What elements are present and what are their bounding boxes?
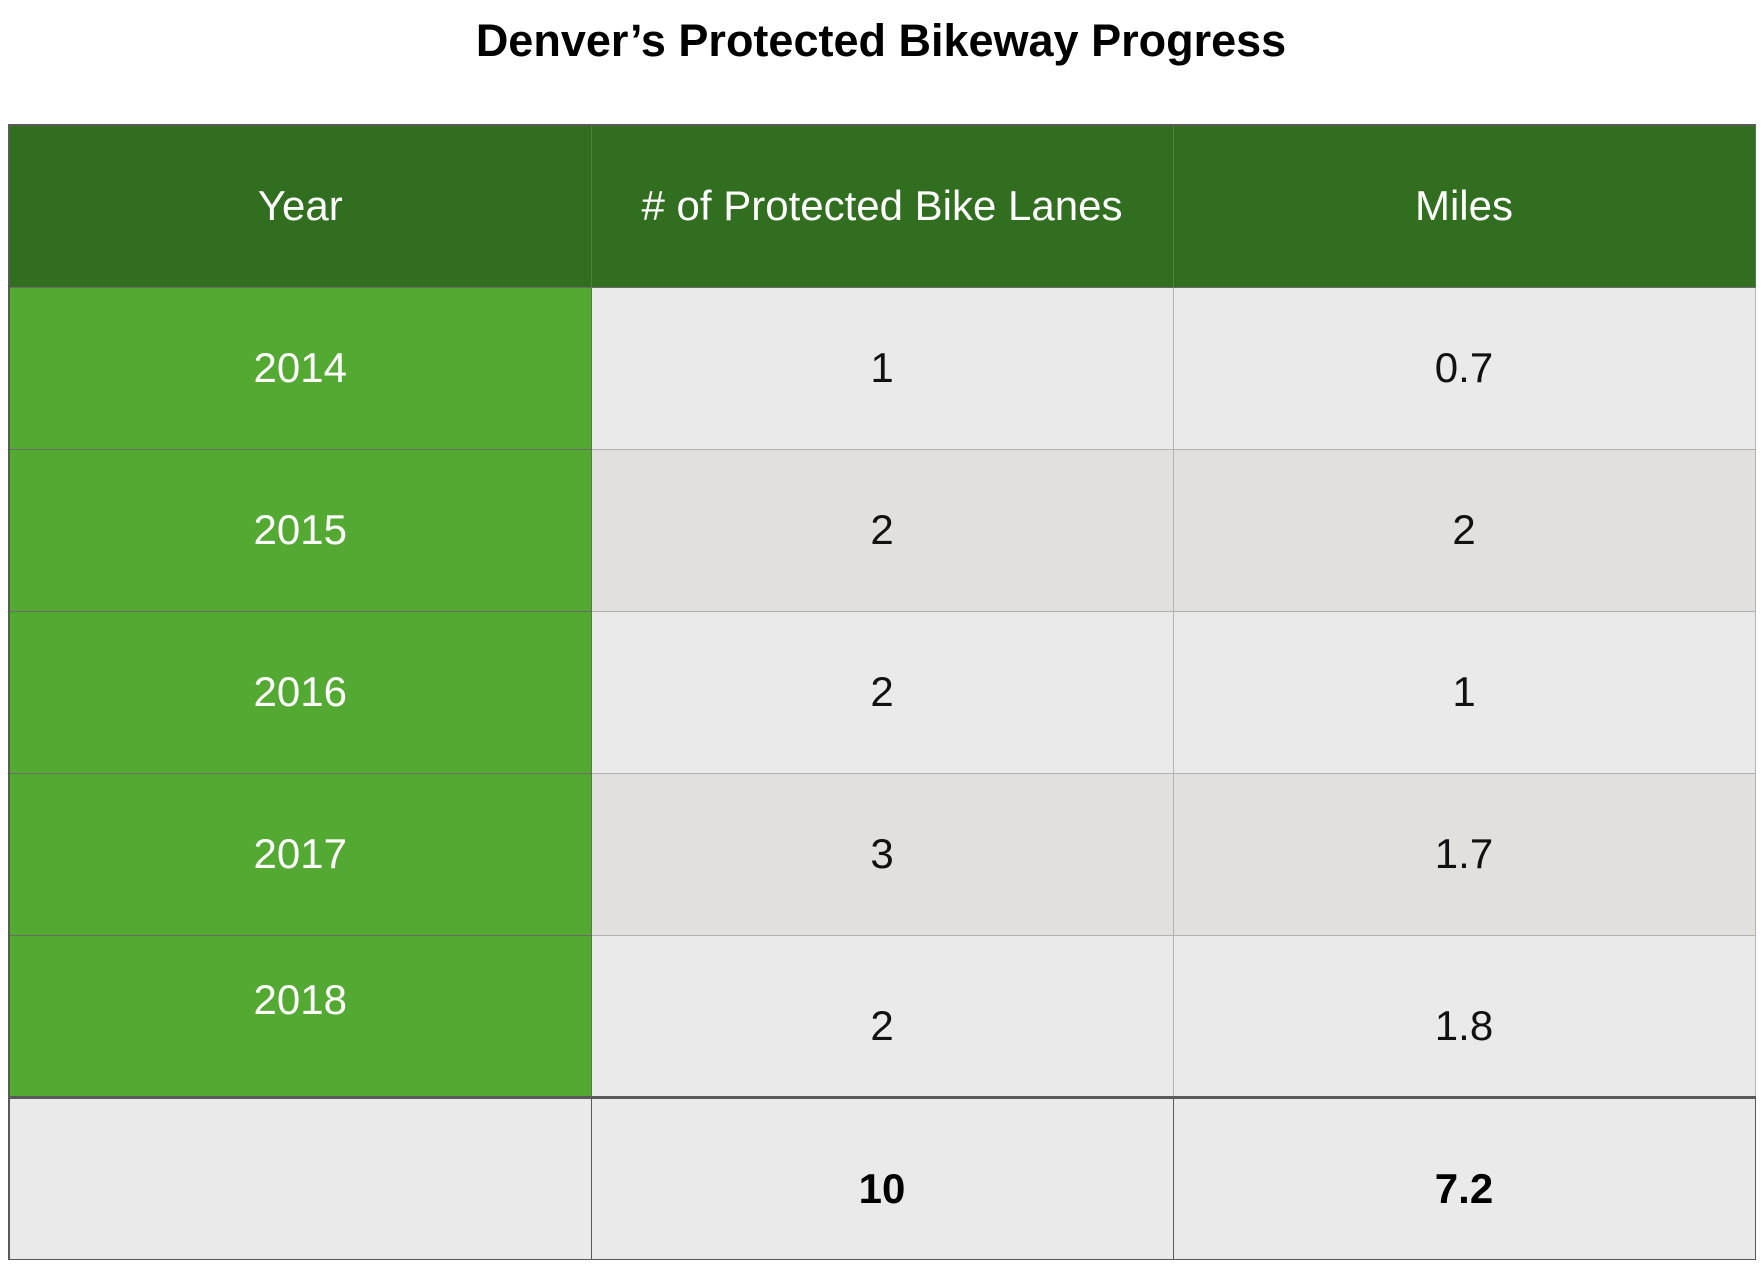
header-row: Year # of Protected Bike Lanes Miles xyxy=(8,124,1756,288)
table-row: 2016 2 1 xyxy=(8,610,1756,774)
cell-miles: 1 xyxy=(1172,610,1756,774)
cell-year: 2018 xyxy=(8,934,592,1098)
totals-row: 10 7.2 xyxy=(8,1095,1756,1260)
total-label-cell xyxy=(8,1095,592,1260)
cell-miles: 1.8 xyxy=(1172,934,1756,1098)
cell-year: 2017 xyxy=(8,772,592,936)
cell-lanes: 3 xyxy=(590,772,1174,936)
cell-lanes: 1 xyxy=(590,286,1174,450)
bikeway-table: Year # of Protected Bike Lanes Miles 201… xyxy=(8,124,1756,1260)
table-row: 2018 2 1.8 xyxy=(8,934,1756,1098)
cell-lanes: 2 xyxy=(590,934,1174,1098)
cell-lanes: 2 xyxy=(590,448,1174,612)
chart-title: Denver’s Protected Bikeway Progress xyxy=(475,15,1287,66)
cell-miles: 0.7 xyxy=(1172,286,1756,450)
header-lanes: # of Protected Bike Lanes xyxy=(590,124,1174,288)
cell-year: 2016 xyxy=(8,610,592,774)
cell-miles: 1.7 xyxy=(1172,772,1756,936)
header-miles: Miles xyxy=(1172,124,1756,288)
total-miles: 7.2 xyxy=(1172,1095,1756,1260)
header-year: Year xyxy=(8,124,592,288)
cell-year: 2015 xyxy=(8,448,592,612)
total-lanes: 10 xyxy=(590,1095,1174,1260)
table-row: 2015 2 2 xyxy=(8,448,1756,612)
cell-miles: 2 xyxy=(1172,448,1756,612)
cell-year: 2014 xyxy=(8,286,592,450)
table-row: 2017 3 1.7 xyxy=(8,772,1756,936)
cell-lanes: 2 xyxy=(590,610,1174,774)
table-row: 2014 1 0.7 xyxy=(8,286,1756,450)
